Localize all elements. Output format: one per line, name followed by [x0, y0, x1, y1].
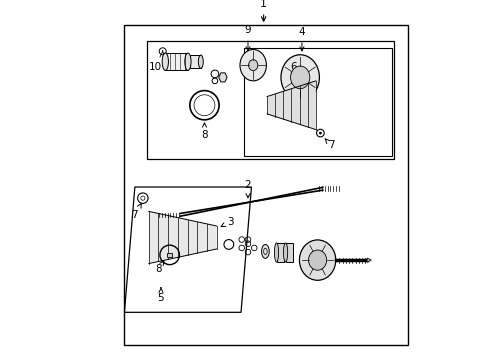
Polygon shape: [218, 73, 226, 82]
Bar: [190, 55, 201, 68]
Polygon shape: [266, 81, 315, 130]
Text: 7: 7: [131, 204, 141, 220]
Bar: [276, 243, 284, 262]
Circle shape: [319, 132, 321, 134]
Text: 6: 6: [289, 62, 296, 77]
Ellipse shape: [198, 55, 203, 68]
Polygon shape: [366, 258, 370, 262]
Ellipse shape: [261, 244, 269, 258]
Text: 8: 8: [155, 261, 163, 274]
Ellipse shape: [240, 50, 266, 81]
Text: 10: 10: [149, 62, 162, 72]
Bar: [165, 53, 187, 71]
Ellipse shape: [290, 66, 309, 89]
Bar: [124, 25, 407, 345]
Bar: [285, 243, 293, 262]
Text: 2: 2: [244, 180, 251, 198]
Text: 3: 3: [221, 217, 233, 227]
Ellipse shape: [248, 60, 257, 71]
Ellipse shape: [299, 240, 335, 280]
Ellipse shape: [308, 250, 326, 270]
Ellipse shape: [283, 243, 287, 262]
Text: 1: 1: [260, 0, 266, 21]
Text: 8: 8: [201, 123, 207, 140]
Text: 7: 7: [325, 139, 334, 150]
Ellipse shape: [281, 55, 319, 100]
Ellipse shape: [162, 53, 168, 71]
Polygon shape: [148, 211, 216, 264]
Text: 4: 4: [298, 27, 305, 51]
Text: 9: 9: [244, 26, 251, 51]
Text: 5: 5: [157, 288, 164, 303]
Ellipse shape: [274, 243, 278, 262]
Ellipse shape: [184, 53, 191, 71]
Bar: [167, 253, 172, 257]
